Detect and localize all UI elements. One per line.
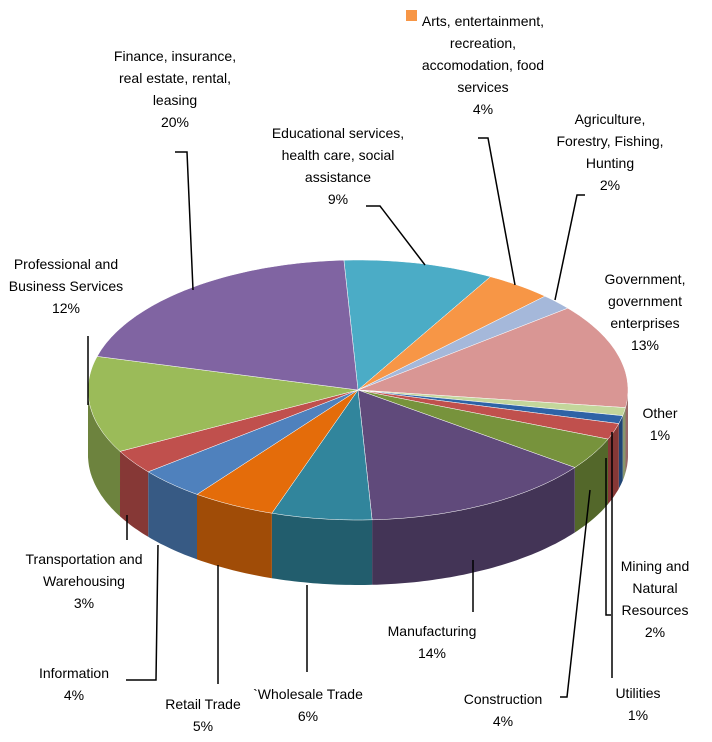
slice bbox=[343, 259, 492, 391]
category-label: Other bbox=[642, 405, 678, 421]
slice bbox=[87, 356, 359, 452]
slice bbox=[357, 389, 576, 521]
value-label: 5% bbox=[192, 718, 214, 734]
leader-line bbox=[175, 151, 194, 291]
value-label: 4% bbox=[472, 101, 494, 117]
data-label: Utilities 1% bbox=[598, 682, 678, 726]
slice bbox=[271, 389, 373, 521]
value-label: 12% bbox=[51, 300, 81, 316]
category-label: Manufacturing bbox=[387, 623, 477, 639]
slice bbox=[357, 276, 546, 391]
data-label: Mining and Natural Resources 2% bbox=[605, 555, 705, 643]
value-label: 14% bbox=[417, 645, 447, 661]
slice-side bbox=[625, 390, 628, 473]
category-label: Construction bbox=[463, 691, 543, 707]
value-label: 13% bbox=[630, 337, 660, 353]
value-label: 9% bbox=[327, 191, 349, 207]
slice-side bbox=[197, 494, 272, 579]
slice bbox=[357, 389, 620, 440]
slice-side bbox=[608, 423, 619, 505]
data-label: Manufacturing 14% bbox=[362, 620, 502, 664]
category-label: Retail Trade bbox=[165, 696, 241, 712]
data-label: Arts, entertainment, recreation, accomod… bbox=[408, 10, 558, 120]
value-label: 4% bbox=[492, 713, 514, 729]
category-label: Information bbox=[38, 665, 110, 681]
category-label: Mining and Natural Resources bbox=[620, 558, 690, 618]
slice bbox=[119, 389, 359, 473]
leader-line bbox=[554, 194, 585, 301]
data-label: Educational services, health care, socia… bbox=[263, 122, 413, 210]
value-label: 1% bbox=[649, 427, 671, 443]
data-label: Agriculture, Forestry, Fishing, Hunting 2… bbox=[550, 108, 670, 196]
category-label: Government, government enterprises bbox=[604, 271, 686, 331]
slice-side bbox=[148, 471, 198, 560]
category-label: Educational services, health care, socia… bbox=[271, 125, 405, 185]
slice-side bbox=[574, 439, 608, 533]
slice-side bbox=[618, 415, 623, 489]
leader-line bbox=[478, 137, 516, 286]
data-label: Construction 4% bbox=[443, 688, 563, 732]
category-label: Transportation and Warehousing bbox=[25, 551, 143, 589]
value-label: 4% bbox=[63, 687, 85, 703]
slice bbox=[357, 295, 569, 391]
leader-line bbox=[366, 205, 426, 266]
value-label: 6% bbox=[297, 708, 319, 724]
value-label: 20% bbox=[160, 114, 190, 130]
data-label: Retail Trade 5% bbox=[153, 693, 253, 737]
category-label: Finance, insurance, real estate, rental,… bbox=[113, 48, 237, 108]
data-label: Government, government enterprises 13% bbox=[585, 268, 705, 356]
data-label: Finance, insurance, real estate, rental,… bbox=[105, 45, 245, 133]
category-label: `Wholesale Trade bbox=[253, 686, 363, 702]
slice bbox=[357, 307, 629, 408]
data-label: Other 1% bbox=[630, 402, 690, 446]
legend-key bbox=[406, 10, 417, 21]
slice bbox=[357, 389, 609, 468]
data-label: Transportation and Warehousing 3% bbox=[9, 548, 159, 614]
data-label: Professional and Business Services 12% bbox=[1, 253, 131, 319]
slice bbox=[96, 259, 359, 391]
data-label: Information 4% bbox=[24, 662, 124, 706]
data-label: `Wholesale Trade 6% bbox=[253, 683, 363, 727]
value-label: 3% bbox=[73, 595, 95, 611]
walls bbox=[88, 390, 628, 585]
value-label: 1% bbox=[627, 707, 649, 723]
category-label: Arts, entertainment, recreation, accomod… bbox=[421, 13, 545, 95]
category-label: Utilities bbox=[615, 685, 661, 701]
slice-side bbox=[372, 467, 575, 585]
category-label: Agriculture, Forestry, Fishing, Hunting bbox=[556, 111, 664, 171]
slice bbox=[147, 389, 359, 495]
leader-line bbox=[560, 489, 591, 698]
value-label: 2% bbox=[644, 624, 666, 640]
category-label: Professional and Business Services bbox=[8, 256, 124, 294]
slice-side bbox=[622, 407, 626, 481]
value-label: 2% bbox=[599, 177, 621, 193]
slice-side bbox=[271, 513, 373, 585]
leader-line bbox=[126, 544, 159, 681]
slice bbox=[196, 389, 359, 514]
tops bbox=[87, 259, 629, 521]
leader-line bbox=[605, 458, 611, 616]
